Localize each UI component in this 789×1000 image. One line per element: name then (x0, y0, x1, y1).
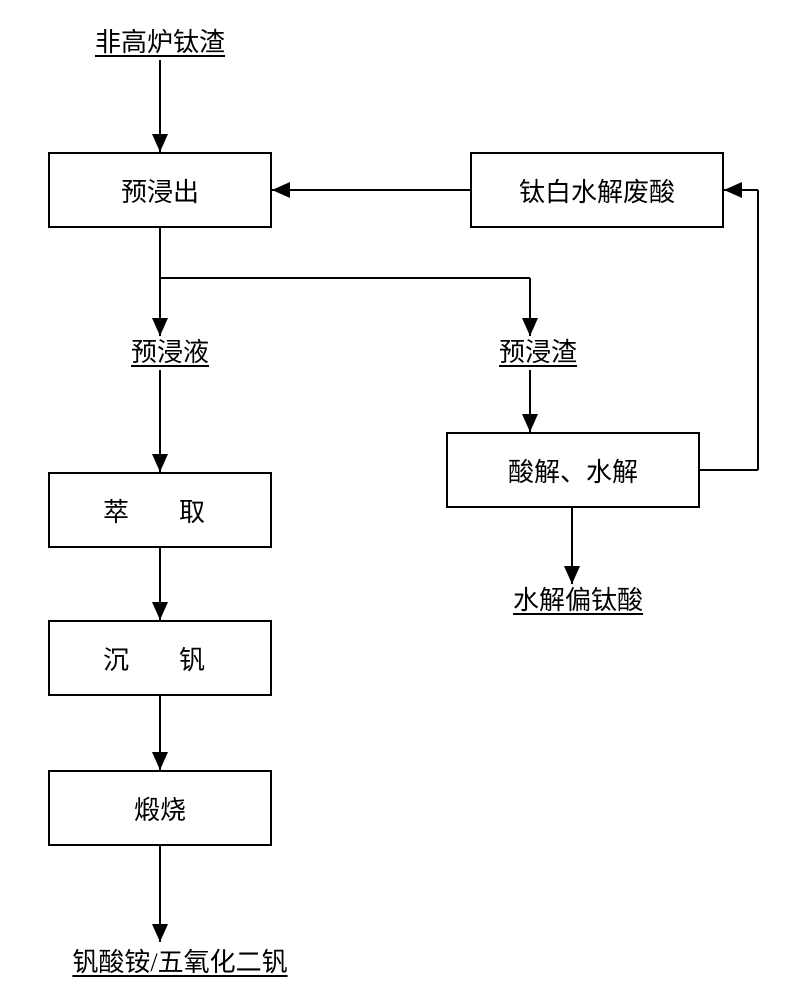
diagram-stage: 非高炉钛渣预浸出 钛白水解废酸预浸液 预浸渣萃 取 酸解、水解沉 钒煅烧 水解偏钛酸钒酸… (0, 0, 789, 1000)
node-preleach_liq: 预浸液 (110, 330, 230, 370)
node-waste_acid: 钛白水解废酸 (470, 152, 724, 228)
node-meta_ti: 水解偏钛酸 (478, 578, 678, 618)
label-preleach_liq: 预浸液 (131, 332, 209, 369)
label-meta_ti: 水解偏钛酸 (513, 580, 643, 617)
node-calcine: 煅烧 (48, 770, 272, 846)
node-extract: 萃 取 (48, 472, 272, 548)
node-input_slag: 非高炉钛渣 (60, 20, 260, 60)
node-product: 钒酸铵/五氧化二钒 (30, 940, 330, 980)
node-preleach_res: 预浸渣 (478, 330, 598, 370)
label-input_slag: 非高炉钛渣 (95, 22, 225, 59)
node-precip: 沉 钒 (48, 620, 272, 696)
label-product: 钒酸铵/五氧化二钒 (72, 942, 287, 979)
node-preleach: 预浸出 (48, 152, 272, 228)
node-acid_hydro: 酸解、水解 (446, 432, 700, 508)
label-preleach_res: 预浸渣 (499, 332, 577, 369)
